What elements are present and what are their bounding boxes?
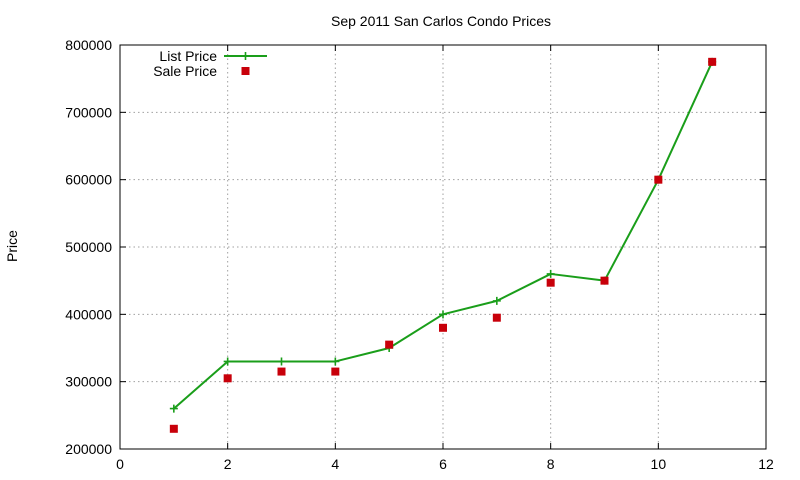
y-tick-label: 200000 — [65, 441, 112, 457]
legend-marker-sale-price — [241, 67, 250, 75]
sale-price-point — [169, 424, 178, 433]
sale-price-point — [600, 276, 609, 285]
sale-price-point — [331, 367, 340, 376]
list-price-point — [331, 357, 340, 366]
y-tick-label: 300000 — [65, 374, 112, 390]
sale-price-point — [546, 278, 555, 287]
x-tick-label: 2 — [224, 456, 232, 472]
sale-price-point — [223, 374, 232, 383]
y-tick-label: 700000 — [65, 104, 112, 120]
sale-price-point — [439, 323, 447, 332]
y-tick-label: 800000 — [65, 37, 112, 53]
list-price-point — [277, 357, 286, 366]
legend-marker-list-price — [241, 52, 250, 60]
x-tick-label: 10 — [651, 456, 667, 472]
sale-price-point — [385, 340, 394, 349]
x-tick-label: 6 — [439, 456, 447, 472]
list-price-point — [223, 357, 232, 366]
x-tick-label: 12 — [758, 456, 774, 472]
list-price-point — [492, 296, 501, 305]
x-tick-label: 0 — [116, 456, 124, 472]
list-price-point — [169, 404, 178, 413]
legend-label-sale-price: Sale Price — [153, 63, 217, 79]
x-tick-label: 4 — [331, 456, 339, 472]
legend-label-list-price: List Price — [159, 48, 217, 64]
y-axis-label: Price — [4, 230, 20, 262]
chart-title: Sep 2011 San Carlos Condo Prices — [331, 13, 551, 29]
plot-frame — [119, 44, 767, 450]
sale-price-point — [492, 313, 501, 322]
sale-price-point — [654, 175, 663, 184]
x-tick-label: 8 — [547, 456, 555, 472]
legend: List Price Sale Price — [153, 48, 267, 79]
y-tick-label: 500000 — [65, 239, 112, 255]
y-tick-label: 600000 — [65, 172, 112, 188]
series-layer — [169, 57, 717, 433]
sale-price-point — [708, 57, 717, 66]
sale-price-point — [277, 367, 286, 376]
y-tick-label: 400000 — [65, 306, 112, 322]
list-price-point — [546, 269, 555, 278]
list-price-point — [439, 310, 447, 319]
